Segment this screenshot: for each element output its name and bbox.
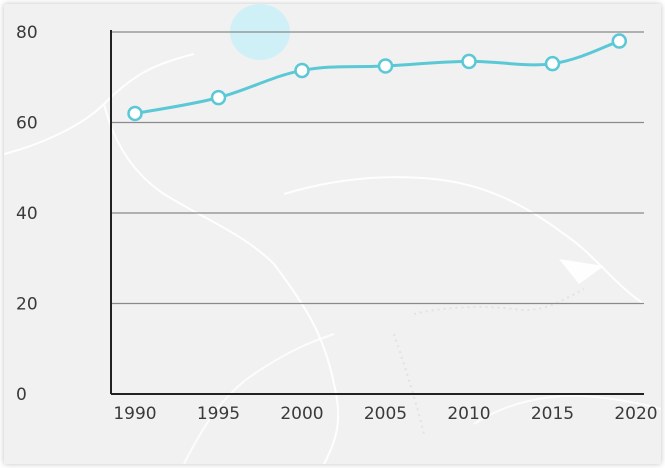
x-tick-label: 1990 — [113, 404, 156, 424]
data-point — [611, 33, 628, 49]
y-tick-label: 20 — [16, 295, 38, 315]
map-border-line — [4, 53, 340, 464]
map-border-line — [393, 333, 425, 435]
x-tick-label: 2000 — [280, 404, 323, 424]
x-tick-label: 1995 — [197, 404, 240, 424]
data-point — [544, 55, 561, 72]
y-tick-label: 60 — [16, 114, 38, 134]
map-island-shape — [559, 259, 604, 284]
x-tick-label: 2010 — [447, 404, 490, 424]
data-point — [461, 53, 477, 70]
series-line — [127, 33, 628, 122]
map-border-line — [183, 333, 335, 464]
x-tick-label: 2015 — [531, 404, 574, 424]
y-tick-label: 0 — [16, 385, 27, 405]
x-tick-label: 2005 — [364, 404, 407, 424]
map-border-line — [473, 394, 661, 425]
y-tick-label: 80 — [16, 23, 38, 43]
chart-frame: 0 20 40 60 80 1990 1995 2000 2005 2010 2015 2020 — [4, 4, 661, 464]
data-point — [210, 89, 227, 106]
gridlines — [111, 31, 644, 305]
map-background — [4, 4, 661, 464]
x-tick-labels: 1990 1995 2000 2005 2010 2015 2020 — [113, 404, 657, 424]
series-line-path — [134, 39, 620, 115]
map-border-line — [413, 288, 585, 315]
x-tick-label: 2020 — [614, 404, 657, 424]
data-point — [127, 105, 143, 122]
y-tick-labels: 0 20 40 60 80 — [16, 23, 38, 405]
data-point — [377, 58, 394, 74]
map-border-line — [283, 176, 645, 305]
line-chart: 0 20 40 60 80 1990 1995 2000 2005 2010 2015 2020 — [4, 4, 661, 464]
data-point — [294, 62, 310, 79]
y-tick-label: 40 — [16, 204, 38, 224]
axes — [110, 30, 644, 395]
